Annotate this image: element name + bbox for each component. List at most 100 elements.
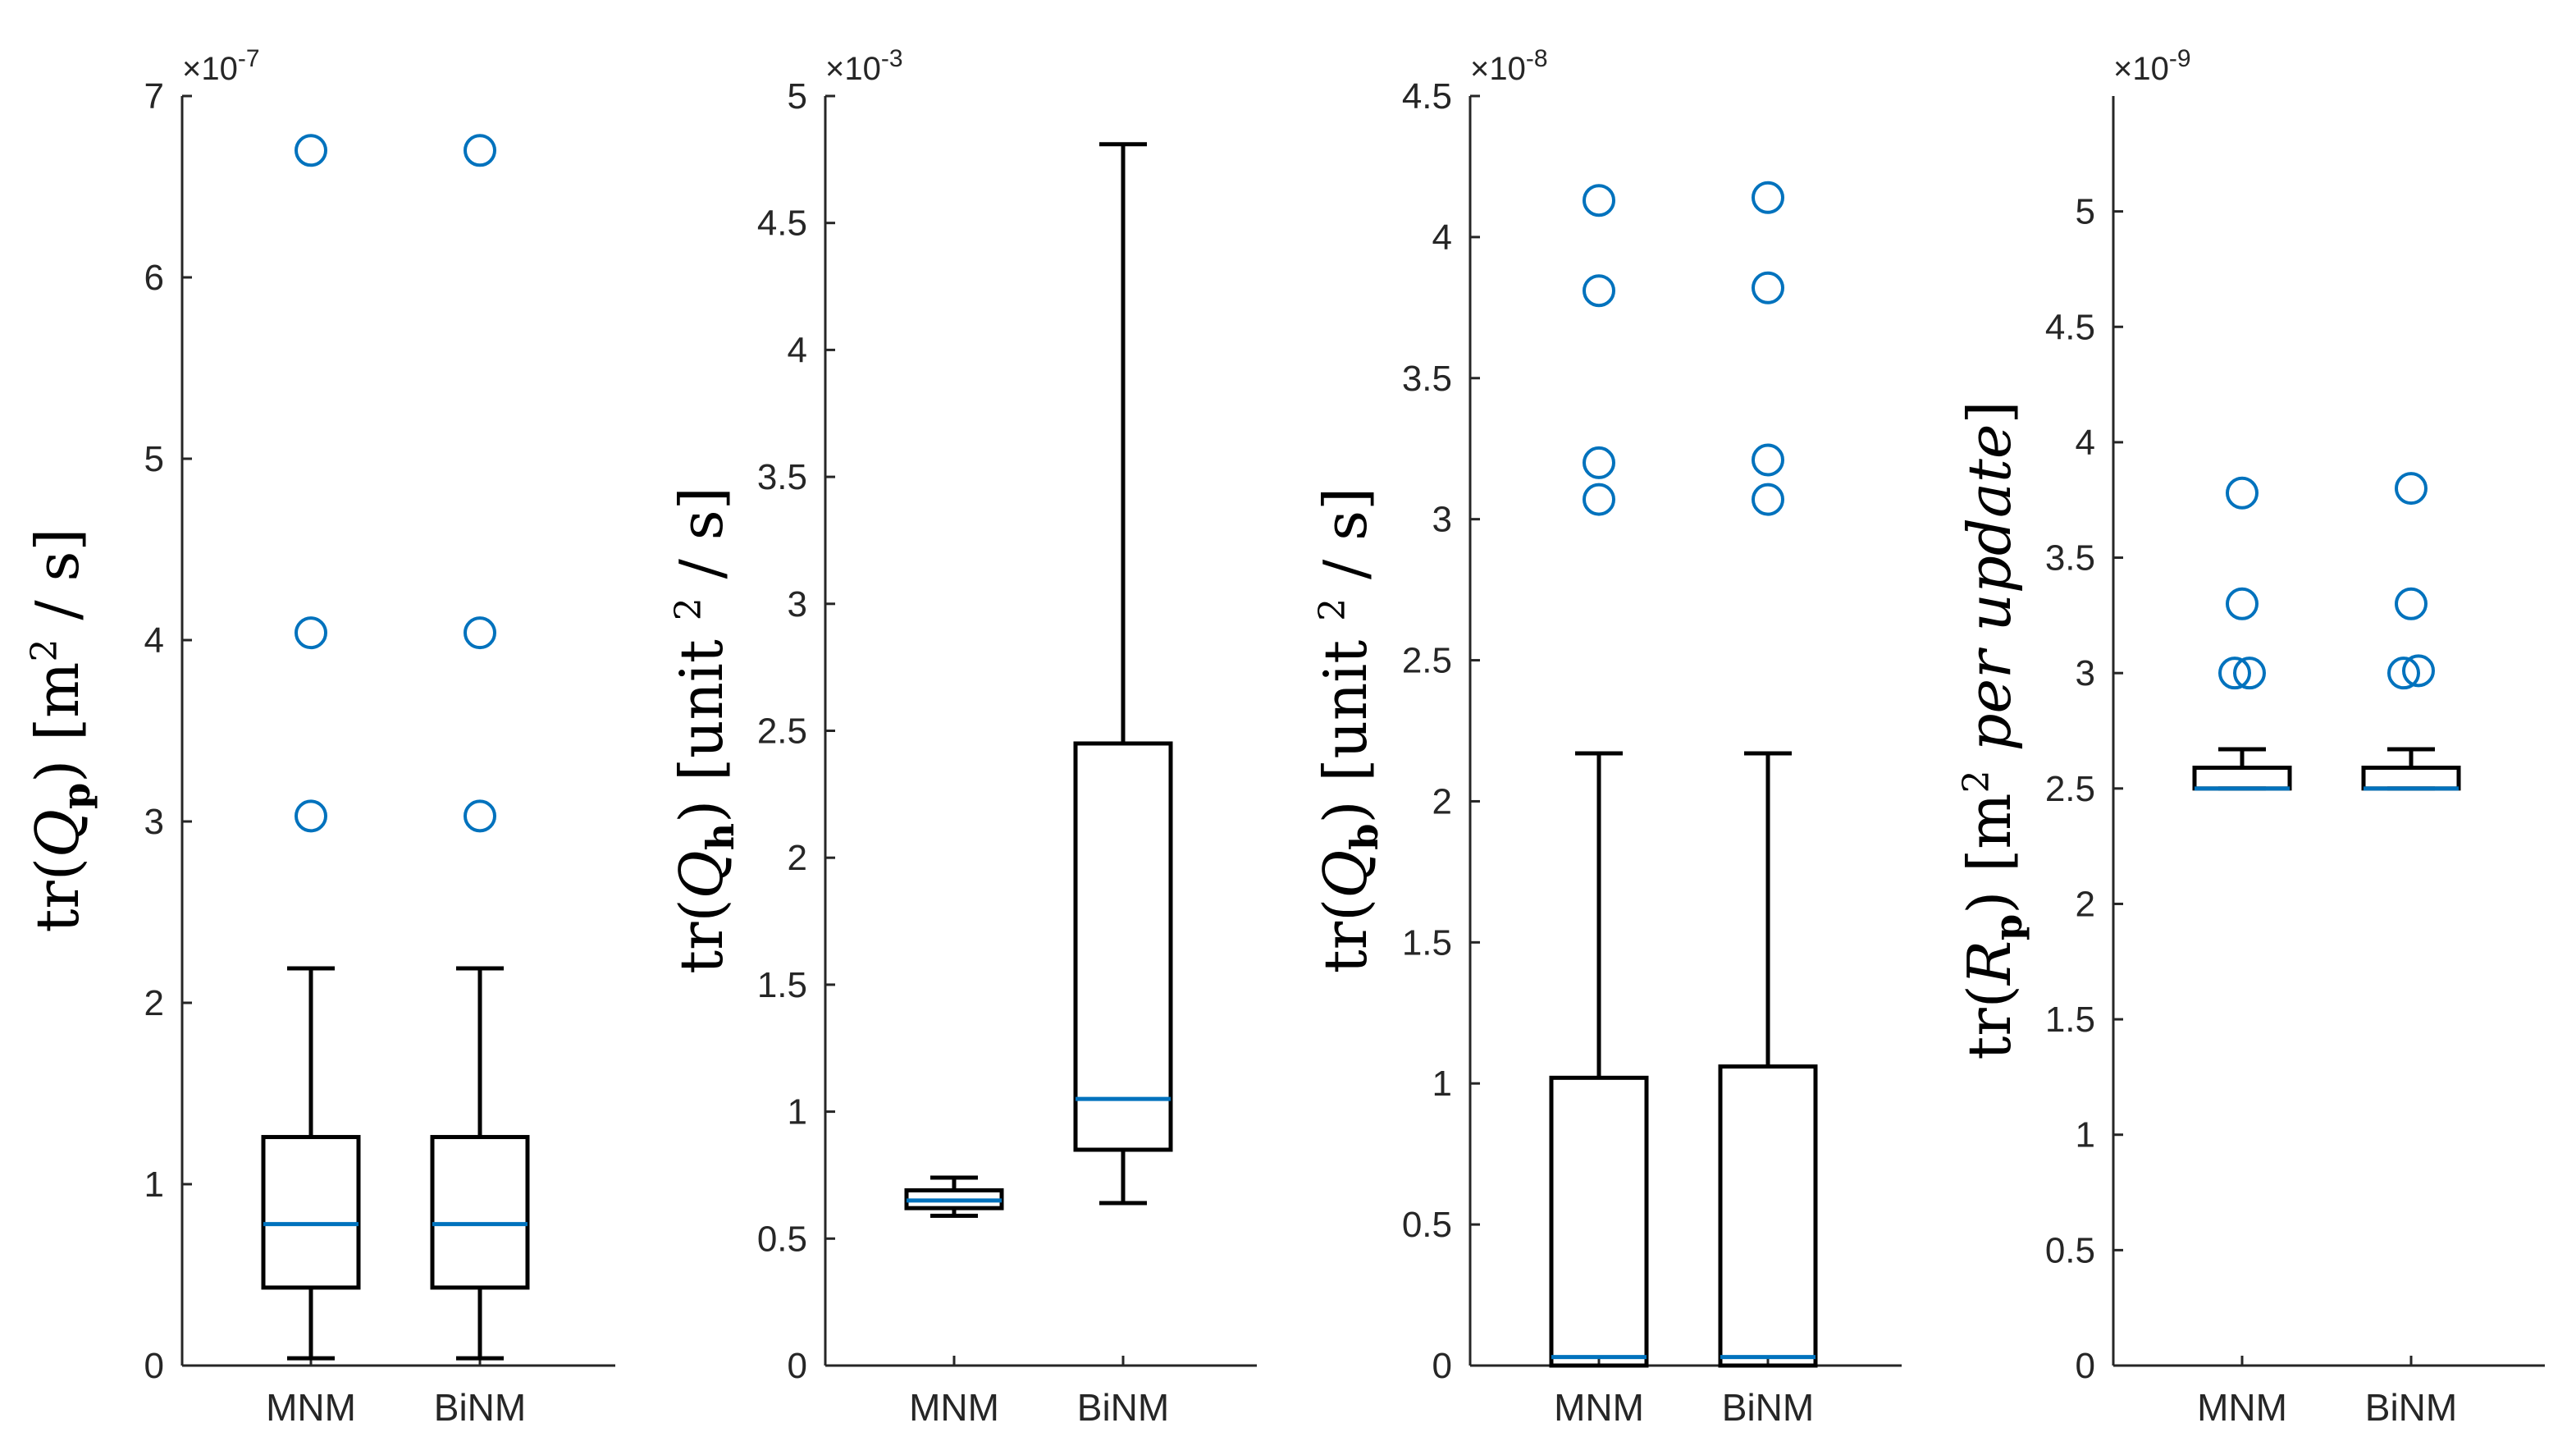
outlier-point	[2395, 472, 2428, 506]
y-tick-label: 4	[144, 620, 164, 661]
category-label: MNM	[266, 1386, 356, 1429]
category-label: MNM	[2197, 1386, 2287, 1429]
y-tick-label: 3	[788, 584, 807, 625]
outlier-point	[1583, 184, 1615, 217]
category-label: MNM	[909, 1386, 999, 1429]
exponent-base: ×10	[825, 51, 881, 87]
box-MNM	[1549, 184, 1649, 1368]
ylabel-tail: / s]	[1311, 487, 1380, 598]
exponent-base: ×10	[182, 51, 238, 87]
box-BiNM	[1718, 181, 1818, 1368]
ylabel-sub: p	[1986, 914, 2030, 940]
ylabel-bracket: ]	[1955, 400, 2024, 423]
y-tick-label: 3	[1432, 500, 1452, 540]
iqr-box	[1718, 1064, 1818, 1368]
ylabel-var: Q	[23, 809, 92, 858]
y-tick-label: 3.5	[2045, 538, 2095, 579]
axis-exponent: ×10-9	[2113, 45, 2191, 87]
y-tick-label: 4.5	[2045, 307, 2095, 347]
y-tick-label: 1	[788, 1092, 807, 1132]
y-tick-label: 2	[1432, 781, 1452, 821]
outlier-point	[2233, 657, 2266, 690]
category-label: MNM	[1554, 1386, 1644, 1429]
ylabel-sup: 2	[1312, 598, 1354, 621]
ylabel-pre: tr(	[1311, 899, 1380, 973]
ylabel-sub: p	[54, 783, 98, 809]
ylabel-tail: per update	[1955, 423, 2024, 770]
ylabel-sup: 2	[1956, 770, 1998, 793]
y-tick-label: 0	[144, 1346, 164, 1386]
y-tick-label: 2.5	[1402, 641, 1452, 681]
outlier-point	[2387, 657, 2420, 690]
y-tick-label: 1.5	[757, 965, 807, 1005]
y-axis-label: tr(Qh) [unit 2 / s]	[667, 487, 742, 974]
iqr-box	[2192, 766, 2292, 791]
axis-exponent: ×10-3	[825, 45, 903, 87]
outlier-point	[464, 134, 496, 167]
category-label: BiNM	[2365, 1386, 2457, 1429]
exponent-power: -3	[881, 45, 903, 72]
y-tick-label: 0.5	[2045, 1230, 2095, 1270]
y-tick-label: 1	[144, 1164, 164, 1205]
y-tick-label: 2.5	[757, 711, 807, 752]
y-tick-label: 2	[788, 838, 807, 878]
outlier-point	[2395, 587, 2428, 620]
y-tick-label: 0	[1432, 1346, 1452, 1386]
outlier-point	[1752, 443, 1784, 477]
ylabel-var: R	[1955, 940, 2024, 986]
y-tick-label: 1.5	[2045, 1000, 2095, 1040]
y-tick-label: 1	[1432, 1064, 1452, 1104]
y-tick-label: 4	[788, 330, 807, 370]
ylabel-sup: 2	[668, 597, 710, 620]
ylabel-var: Q	[667, 850, 736, 899]
ylabel-post: ) [unit	[667, 620, 736, 823]
outlier-point	[1583, 274, 1615, 308]
category-label: BiNM	[1077, 1386, 1169, 1429]
exponent-base: ×10	[1470, 51, 1526, 87]
exponent-base: ×10	[2113, 51, 2169, 87]
y-tick-label: 3	[2076, 653, 2095, 693]
ylabel-pre: tr(	[23, 858, 92, 932]
y-tick-label: 5	[2076, 192, 2095, 232]
box-MNM	[261, 134, 361, 1361]
ylabel-post: ) [unit	[1311, 621, 1380, 824]
outlier-point	[2226, 476, 2259, 510]
iqr-box	[1549, 1075, 1649, 1368]
outlier-point	[464, 616, 496, 650]
category-label: BiNM	[434, 1386, 526, 1429]
y-tick-label: 0	[2076, 1346, 2095, 1386]
box-MNM	[2192, 476, 2292, 791]
ylabel-sub: h	[698, 823, 742, 850]
ylabel-sub: b	[1342, 824, 1386, 850]
y-tick-label: 0.5	[1402, 1205, 1452, 1245]
category-label: BiNM	[1722, 1386, 1814, 1429]
y-tick-label: 4	[2076, 423, 2095, 463]
axis-exponent: ×10-8	[1470, 45, 1548, 87]
axis-exponent: ×10-7	[182, 45, 260, 87]
y-axis-label: tr(Qp) [m2 / s]	[23, 528, 98, 932]
panel-3: 0 0.5 1 1.5 2 2.5 3 3.5 4 4.5 ×10-8 MNM BiNM tr(Qb) […	[1311, 45, 1902, 1429]
y-tick-label: 2.5	[2045, 769, 2095, 809]
ylabel-post: ) [m	[23, 662, 92, 783]
ylabel-post: ) [m	[1955, 793, 2024, 913]
exponent-power: -9	[2169, 45, 2191, 72]
outlier-point	[295, 616, 327, 650]
outlier-point	[295, 134, 327, 167]
y-tick-label: 7	[144, 76, 164, 117]
outlier-point	[2226, 587, 2259, 620]
y-tick-label: 6	[144, 258, 164, 298]
y-tick-label: 3.5	[757, 457, 807, 497]
iqr-box	[430, 1135, 530, 1290]
outlier-point	[1583, 483, 1615, 516]
outlier-point	[2218, 657, 2251, 690]
exponent-power: -7	[238, 45, 260, 72]
outlier-point	[1752, 271, 1784, 304]
ylabel-var: Q	[1311, 850, 1380, 899]
outlier-point	[1752, 181, 1784, 214]
y-tick-label: 3.5	[1402, 359, 1452, 399]
outlier-point	[464, 799, 496, 833]
panel-4: 0 0.5 1 1.5 2 2.5 3 3.5 4 4.5 5 ×10-9 MNM BiNM tr(Rp) …	[1955, 45, 2545, 1429]
y-tick-label: 5	[788, 76, 807, 117]
